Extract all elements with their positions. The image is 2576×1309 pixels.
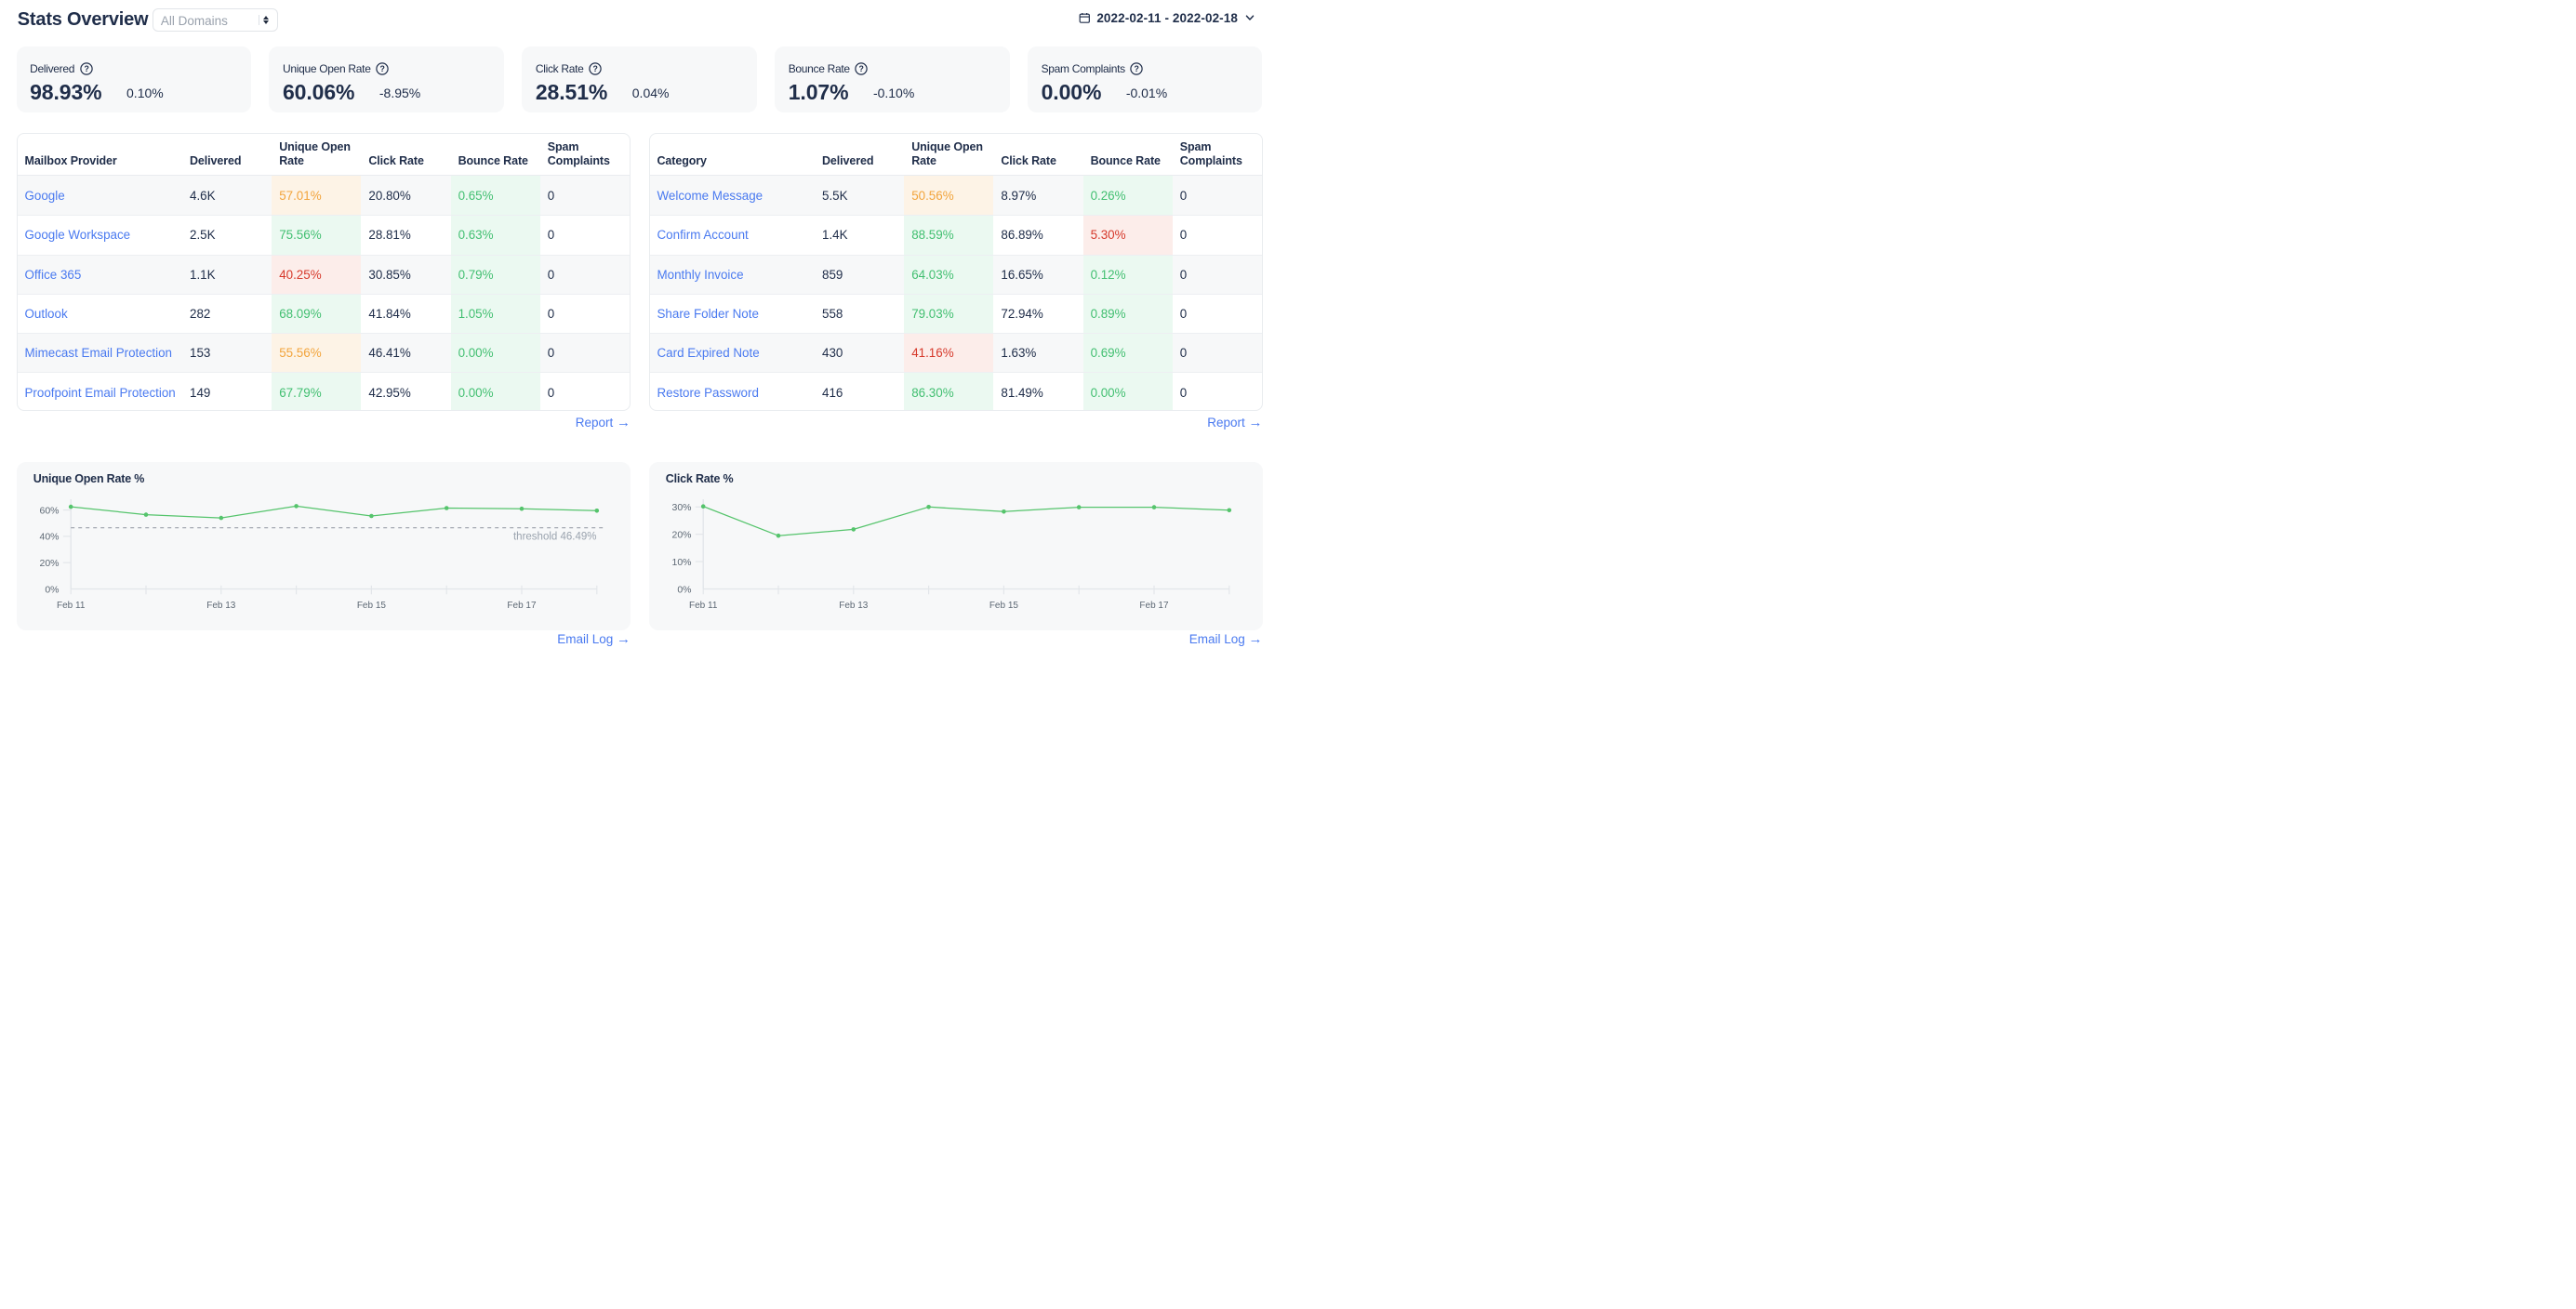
- svg-text:?: ?: [1135, 64, 1139, 73]
- svg-text:Feb 17: Feb 17: [507, 600, 537, 610]
- svg-text:40%: 40%: [39, 531, 59, 542]
- svg-text:0%: 0%: [677, 584, 691, 595]
- svg-text:Feb 15: Feb 15: [989, 600, 1018, 610]
- svg-text:Feb 11: Feb 11: [57, 600, 86, 610]
- svg-text:?: ?: [84, 64, 88, 73]
- svg-text:Feb 11: Feb 11: [689, 600, 718, 610]
- svg-text:10%: 10%: [671, 556, 691, 567]
- svg-text:?: ?: [592, 64, 597, 73]
- svg-text:?: ?: [380, 64, 385, 73]
- svg-text:Feb 13: Feb 13: [206, 600, 236, 610]
- svg-text:20%: 20%: [671, 529, 691, 540]
- svg-text:0%: 0%: [45, 584, 59, 595]
- svg-text:threshold 46.49%: threshold 46.49%: [512, 531, 596, 542]
- svg-text:30%: 30%: [671, 502, 691, 513]
- svg-text:Feb 17: Feb 17: [1139, 600, 1169, 610]
- svg-text:Feb 13: Feb 13: [839, 600, 869, 610]
- svg-text:20%: 20%: [39, 558, 59, 569]
- svg-text:60%: 60%: [39, 505, 59, 516]
- svg-text:Feb 15: Feb 15: [356, 600, 386, 610]
- svg-text:?: ?: [859, 64, 864, 73]
